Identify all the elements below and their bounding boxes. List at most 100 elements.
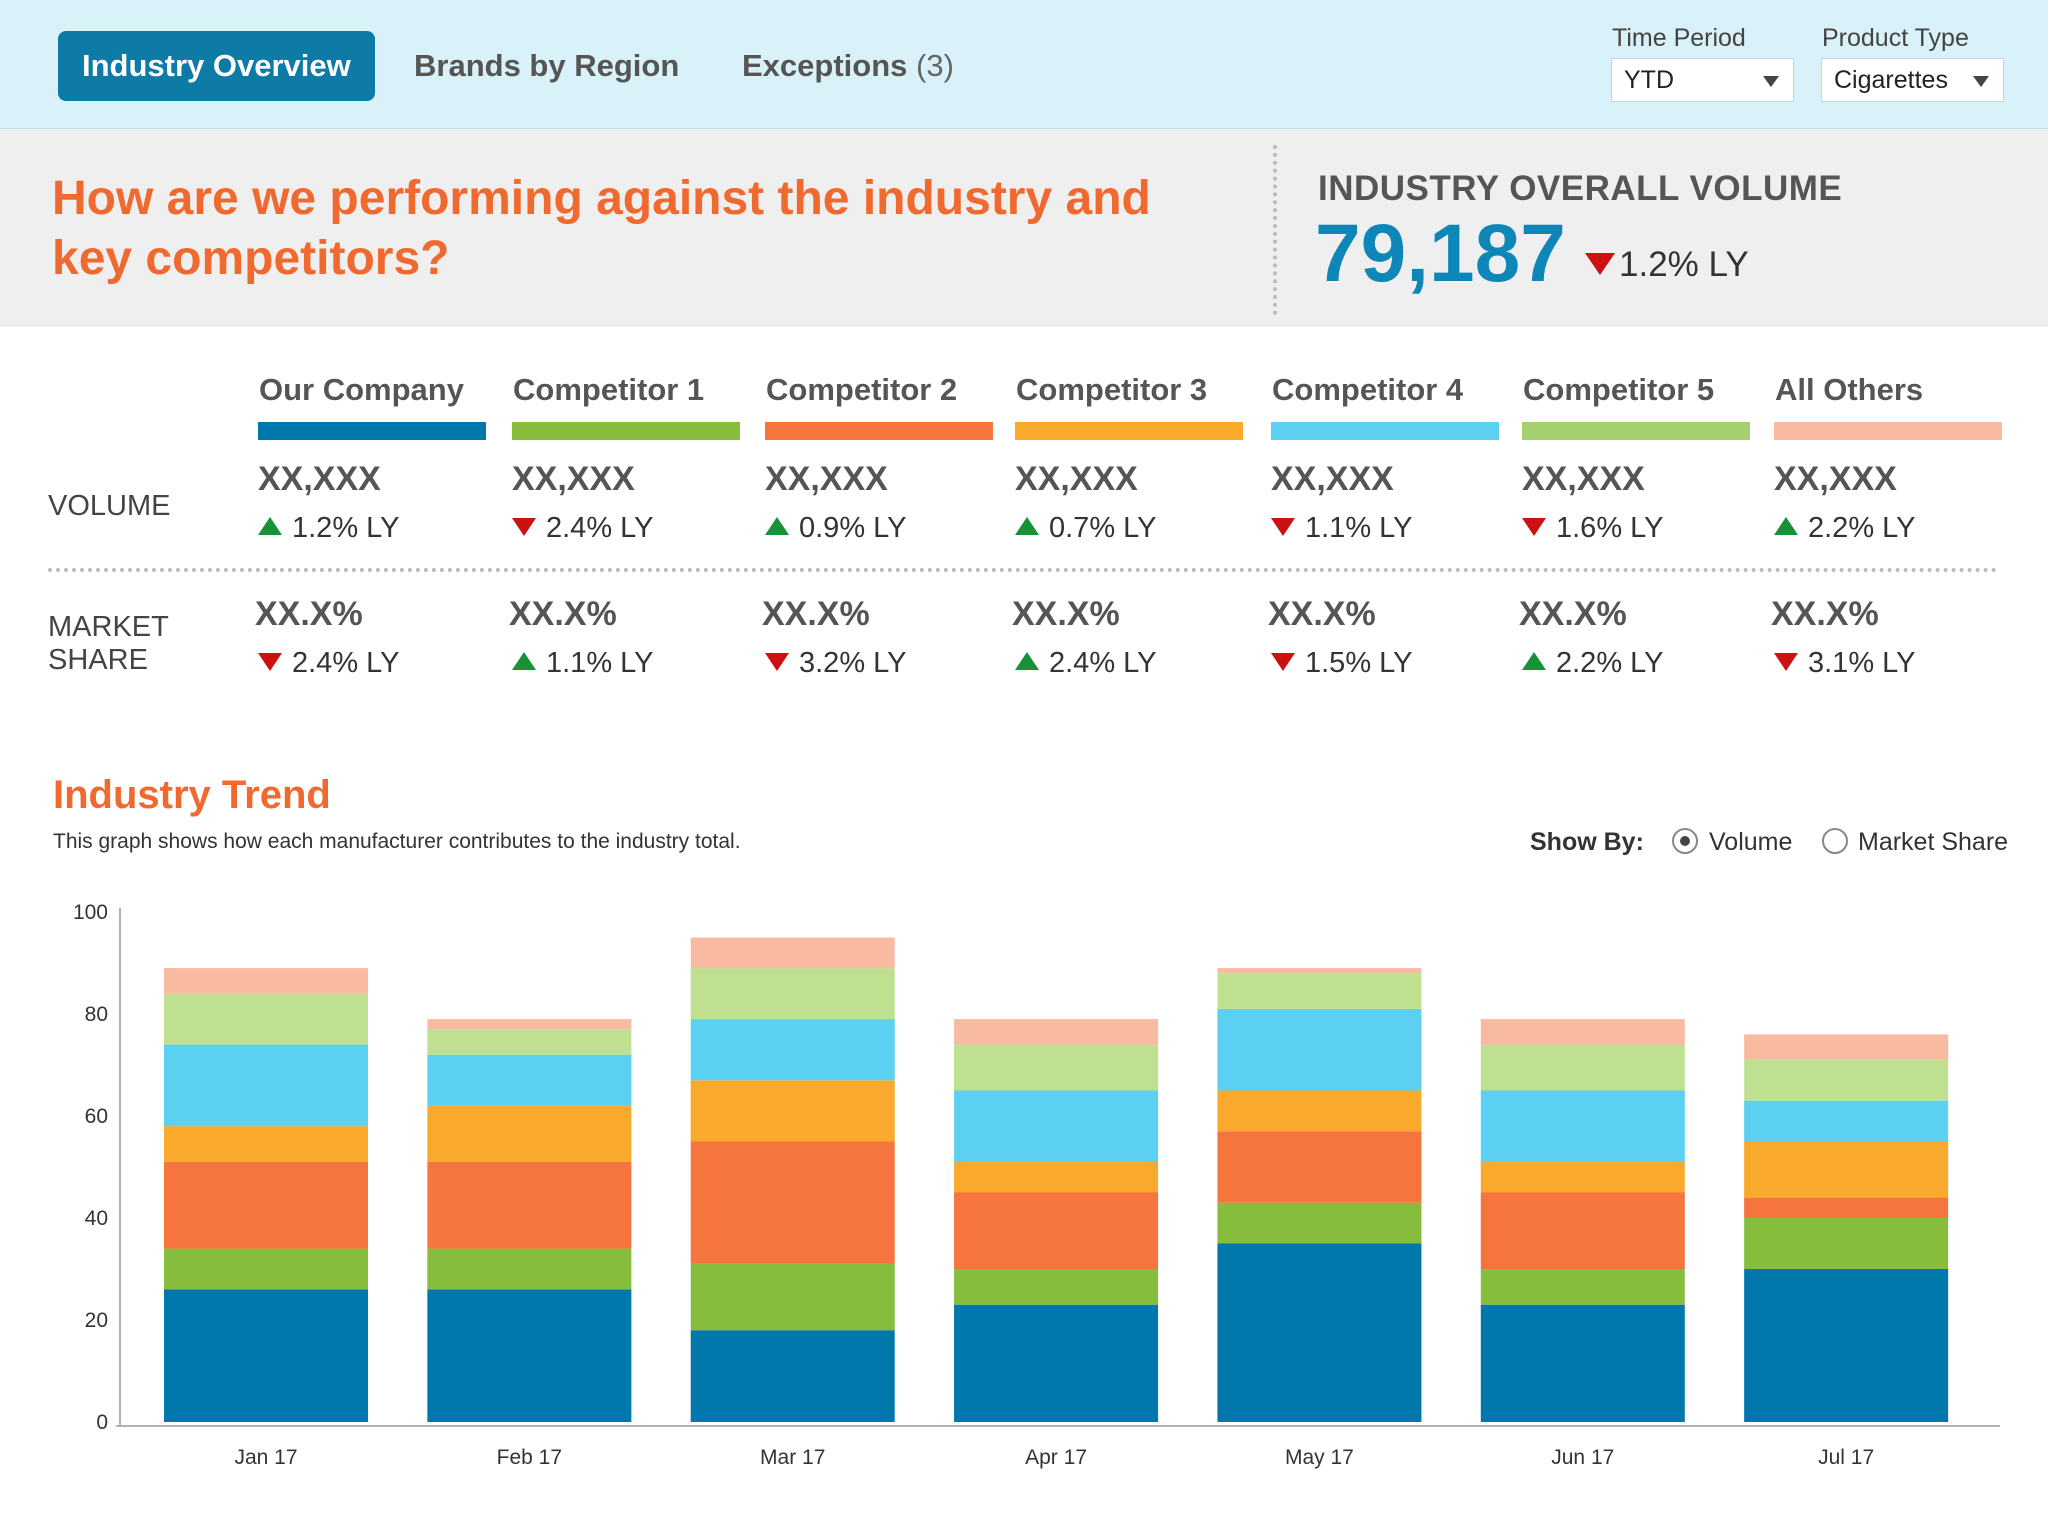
y-tick-label: 80 xyxy=(85,1003,108,1026)
product-type-label: Product Type xyxy=(1822,24,1969,52)
up-arrow-icon xyxy=(1522,652,1546,671)
bar-segment xyxy=(954,1044,1159,1091)
industry-volume-change: 1.2% LY xyxy=(1585,245,1749,285)
top-nav-bar: Industry Overview Brands by Region Excep… xyxy=(0,0,2048,129)
up-arrow-icon xyxy=(765,517,789,536)
y-tick-label: 100 xyxy=(73,901,108,924)
bar-segment xyxy=(954,1192,1159,1269)
x-tick-label: Jan 17 xyxy=(234,1446,297,1469)
radio-volume[interactable] xyxy=(1672,828,1698,854)
x-tick-label: Feb 17 xyxy=(497,1446,562,1469)
volume-change: 2.4% LY xyxy=(512,512,653,545)
down-arrow-icon xyxy=(1522,518,1546,537)
share-change: 1.5% LY xyxy=(1271,647,1412,680)
column-color-bar xyxy=(512,422,740,440)
x-tick-label: May 17 xyxy=(1285,1446,1354,1469)
volume-change: 0.7% LY xyxy=(1015,512,1156,545)
bar-segment xyxy=(427,1248,632,1290)
volume-change-text: 1.1% LY xyxy=(1305,512,1413,544)
volume-change: 0.9% LY xyxy=(765,512,906,545)
bar-segment xyxy=(1480,1269,1685,1305)
down-arrow-icon xyxy=(512,518,536,537)
industry-volume-label: INDUSTRY OVERALL VOLUME xyxy=(1318,169,1843,208)
bar-segment xyxy=(427,1289,632,1422)
bar-segment xyxy=(427,1161,632,1249)
industry-trend-chart: 0 20 40 60 80 100 Jan 17 Feb 17 Mar 17 Apr 17 May … xyxy=(73,901,2000,1469)
bar-segment xyxy=(1480,1044,1685,1091)
tab-industry-overview[interactable]: Industry Overview xyxy=(58,31,375,101)
row-label-market-share: MARKET SHARE xyxy=(48,611,169,676)
bar-segment xyxy=(1744,1059,1949,1101)
bar-segment xyxy=(164,1248,368,1290)
radio-market-share-label[interactable]: Market Share xyxy=(1858,828,2009,856)
bar-segment xyxy=(164,1126,368,1162)
bar-segment xyxy=(1217,1243,1422,1422)
share-change: 3.2% LY xyxy=(765,647,906,680)
down-arrow-icon xyxy=(1271,518,1295,537)
bar-segment xyxy=(1217,968,1422,974)
radio-selected-dot xyxy=(1680,836,1690,846)
tab-exceptions-label: Exceptions xyxy=(742,48,908,83)
bar-segment xyxy=(1217,1131,1422,1203)
y-tick-label: 60 xyxy=(85,1105,108,1128)
summary-band: How are we performing against the indust… xyxy=(0,129,2048,327)
bar-segment xyxy=(1480,1090,1685,1162)
bar-segment xyxy=(954,1019,1159,1045)
volume-change: 1.1% LY xyxy=(1271,512,1412,545)
bar-segment xyxy=(954,1090,1159,1162)
bar-segment xyxy=(1217,1008,1422,1091)
bar-segment xyxy=(954,1304,1159,1422)
column-color-bar xyxy=(765,422,993,440)
volume-value: XX,XXX xyxy=(765,460,888,498)
time-period-select[interactable]: YTD xyxy=(1611,58,1794,102)
volume-change-text: 2.4% LY xyxy=(546,512,654,544)
chevron-down-icon xyxy=(1763,76,1779,87)
product-type-select[interactable]: Cigarettes xyxy=(1821,58,2004,102)
row-label-volume: VOLUME xyxy=(48,490,171,522)
time-period-value: YTD xyxy=(1624,66,1674,94)
share-value: XX.X% xyxy=(509,595,617,633)
share-change-text: 2.2% LY xyxy=(1556,647,1664,679)
x-tick-label: Apr 17 xyxy=(1025,1446,1087,1469)
column-header: Competitor 4 xyxy=(1272,372,1464,407)
bar-segment xyxy=(427,1105,632,1162)
share-value: XX.X% xyxy=(762,595,870,633)
share-change: 1.1% LY xyxy=(512,647,653,680)
industry-volume-change-text: 1.2% LY xyxy=(1619,245,1749,284)
bar-segment xyxy=(1480,1019,1685,1045)
bar-segment xyxy=(690,937,895,969)
bar-segment xyxy=(690,968,895,1020)
share-value: XX.X% xyxy=(1268,595,1376,633)
column-color-bar xyxy=(258,422,486,440)
share-change: 3.1% LY xyxy=(1774,647,1915,680)
tab-exceptions[interactable]: Exceptions (3) xyxy=(742,31,954,101)
tab-brands-by-region[interactable]: Brands by Region xyxy=(414,48,680,83)
row-divider xyxy=(48,568,1998,572)
volume-value: XX,XXX xyxy=(258,460,381,498)
volume-value: XX,XXX xyxy=(1522,460,1645,498)
radio-volume-label[interactable]: Volume xyxy=(1709,828,1793,856)
bar-segment xyxy=(1217,1202,1422,1244)
bar-segment xyxy=(690,1263,895,1331)
page-question: How are we performing against the indust… xyxy=(52,172,1151,285)
bar-segment xyxy=(1744,1218,1949,1269)
share-change: 2.4% LY xyxy=(1015,647,1156,680)
share-value: XX.X% xyxy=(1012,595,1120,633)
x-tick-label: Jul 17 xyxy=(1818,1446,1874,1469)
column-color-bar xyxy=(1015,422,1243,440)
share-change-text: 2.4% LY xyxy=(1049,647,1157,679)
bar-segment xyxy=(954,1161,1159,1193)
radio-market-share[interactable] xyxy=(1822,828,1848,854)
bar-segment xyxy=(1480,1304,1685,1422)
volume-change-text: 1.6% LY xyxy=(1556,512,1664,544)
column-header: Competitor 1 xyxy=(513,372,705,407)
volume-value: XX,XXX xyxy=(1271,460,1394,498)
bar-segment xyxy=(1480,1192,1685,1269)
product-type-value: Cigarettes xyxy=(1834,66,1948,94)
down-arrow-icon xyxy=(1271,653,1295,672)
share-change-text: 2.4% LY xyxy=(292,647,400,679)
bar-segment xyxy=(954,1269,1159,1305)
up-arrow-icon xyxy=(512,652,536,671)
bar-segment xyxy=(690,1019,895,1081)
bar-segment xyxy=(427,1029,632,1055)
